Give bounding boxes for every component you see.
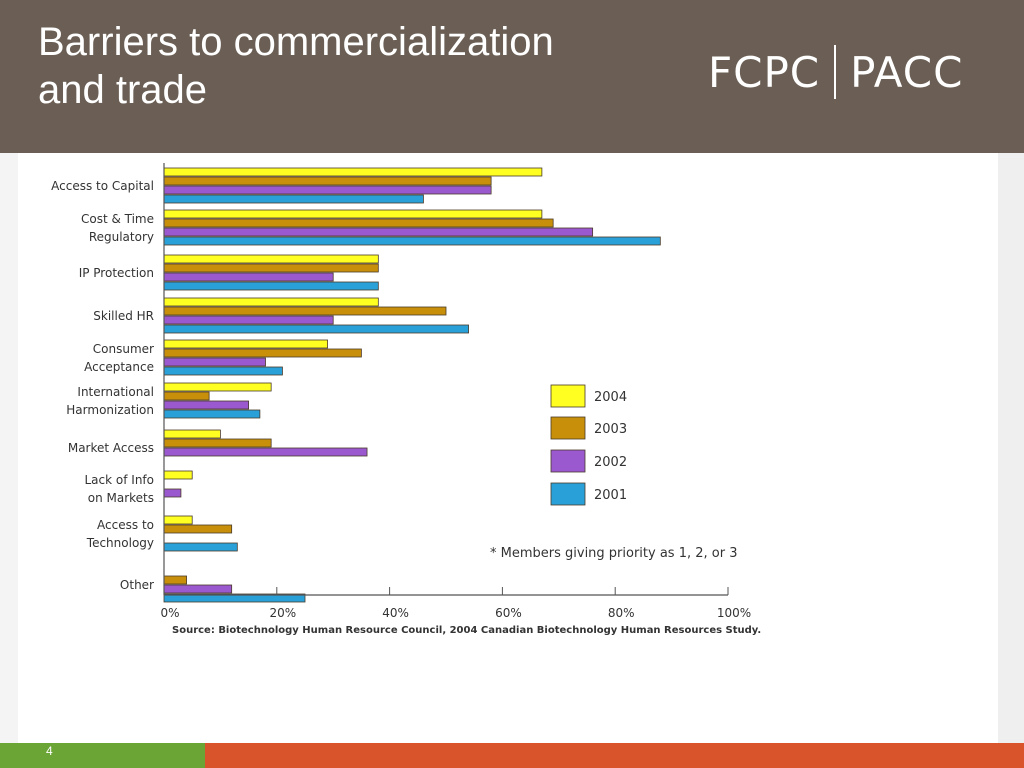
bar-2004 [163,297,379,307]
bar-2003 [163,575,187,585]
bar-2003 [163,306,447,316]
x-tick-label: 80% [608,606,635,620]
x-tick-label: 20% [269,606,296,620]
category-label: Skilled HR [93,309,154,323]
bar-2002 [163,447,368,457]
category-label: IP Protection [79,266,154,280]
category-label: on Markets [88,491,154,505]
legend-label-2003: 2003 [594,422,627,437]
bar-2002 [163,488,182,498]
category-label: Lack of Info [85,473,155,487]
bar-2002 [163,227,594,237]
bar-2003 [163,176,492,186]
bar-2003 [163,524,233,534]
bar-2001 [163,324,469,334]
bars-layer [163,167,661,603]
category-label: Access to Capital [51,179,154,193]
bar-2004 [163,209,543,219]
category-label: Cost & Time [81,212,154,226]
legend-label-2004: 2004 [594,390,627,405]
legend-swatch-2003 [550,416,586,440]
bar-2004 [163,470,193,480]
x-tick-label: 60% [495,606,522,620]
bar-2001 [163,194,424,204]
chart-source: Source: Biotechnology Human Resource Cou… [172,625,761,636]
bar-2003 [163,218,554,228]
bar-2001 [163,366,283,376]
bar-2004 [163,167,543,177]
legend-swatch-2004 [550,384,586,408]
slide-title: Barriers to commercialization and trade [38,18,658,114]
bar-2002 [163,357,266,367]
legend-label-2001: 2001 [594,488,627,503]
bar-2002 [163,584,233,594]
bar-2001 [163,409,261,419]
category-labels-layer: Access to Capital Cost & Time Regulatory IP… [51,179,154,592]
bar-2003 [163,348,362,358]
bar-2002 [163,315,334,325]
slide-header: Barriers to commercialization and trade … [0,0,1024,153]
bar-2004 [163,515,193,525]
bar-2001 [163,236,661,246]
logo-divider [834,45,837,99]
category-label: Consumer [93,342,154,356]
bar-2004 [163,429,221,439]
category-label: Acceptance [84,360,154,374]
footer-orange-band [205,743,1024,768]
title-line-2: and trade [38,68,208,112]
category-label: Technology [86,536,154,550]
x-axis: 0% 20% 40% 60% 80% 100% [160,163,751,620]
bar-2004 [163,382,272,392]
page-number: 4 [46,744,53,758]
legend-label-2002: 2002 [594,455,627,470]
bar-2001 [163,542,238,552]
content-right-margin [998,153,1024,743]
bar-2001 [163,593,306,603]
bar-2003 [163,391,210,401]
bar-2004 [163,254,379,264]
footer-green-band [0,743,205,768]
logo-fcpc: FCPC [708,47,821,97]
legend-swatch-2001 [550,482,586,506]
title-line-1: Barriers to commercialization [38,20,554,64]
category-label: Market Access [68,441,154,455]
bar-2001 [163,281,379,291]
legend: 2004 2003 2002 2001 [550,384,627,506]
bar-2002 [163,400,249,410]
category-label: Harmonization [66,403,154,417]
category-label: Other [120,578,154,592]
x-tick-label: 40% [382,606,409,620]
content-left-margin [0,153,18,743]
barriers-bar-chart: Access to Capital Cost & Time Regulatory IP… [51,163,761,636]
bar-2002 [163,272,334,282]
legend-swatch-2002 [550,449,586,473]
category-label: Regulatory [89,230,154,244]
x-tick-label: 0% [160,606,179,620]
logo-pacc: PACC [850,47,964,97]
category-label: International [77,385,154,399]
fcpc-pacc-logo: FCPC PACC [708,44,963,100]
bar-2004 [163,339,328,349]
bar-2003 [163,263,379,273]
chart-note: * Members giving priority as 1, 2, or 3 [490,546,738,561]
category-label: Access to [97,518,154,532]
bar-2003 [163,438,272,448]
bar-2002 [163,185,492,195]
x-tick-label: 100% [717,606,751,620]
